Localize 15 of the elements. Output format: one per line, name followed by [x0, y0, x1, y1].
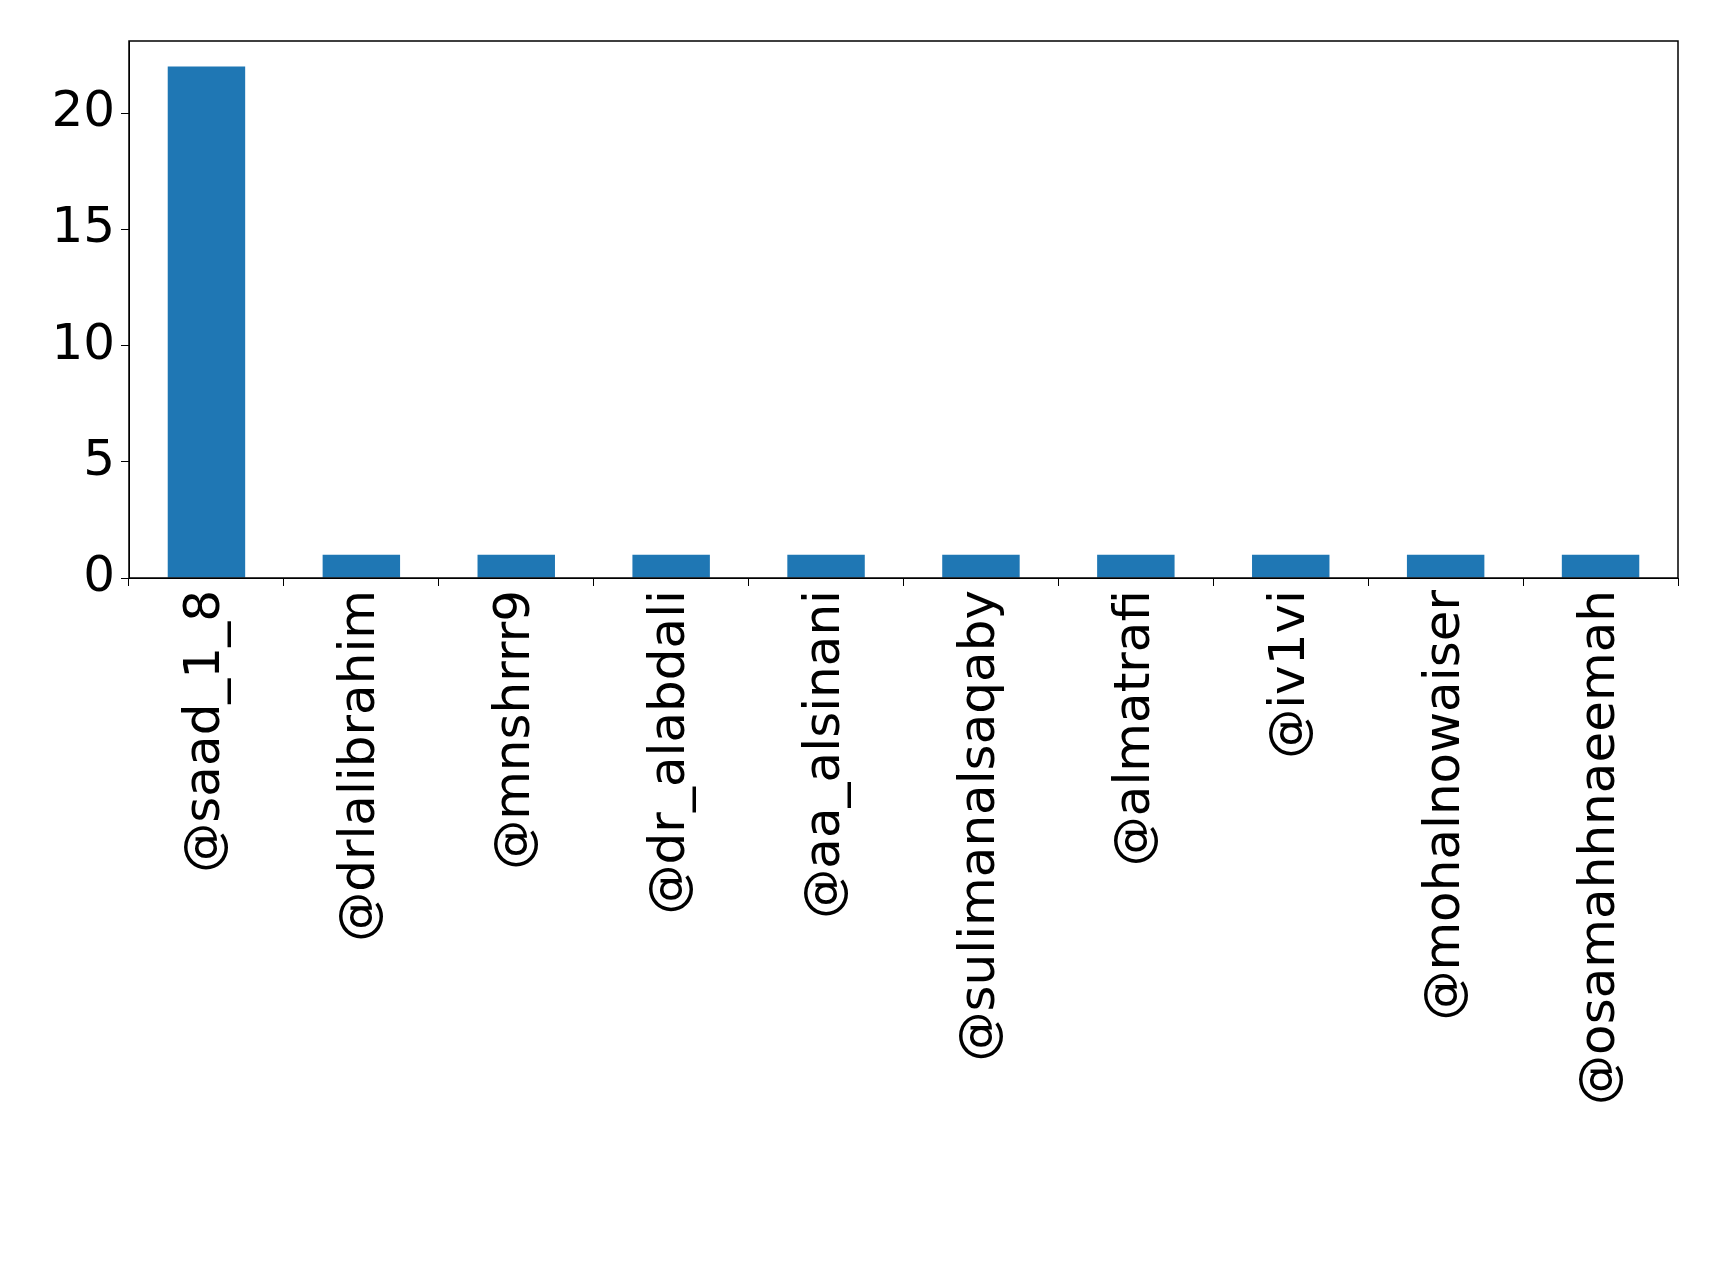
x-tick-label: @aa_alsinani	[793, 590, 852, 919]
x-tick-label: @mohalnowaiser	[1412, 589, 1471, 1021]
y-tick-label: 15	[51, 196, 115, 255]
x-tick-label: @saad_1_8	[173, 590, 232, 873]
x-tick-label: @dr_alabdali	[638, 590, 697, 915]
x-tick-label: @iv1vi	[1257, 590, 1316, 759]
x-tick-label: @sulimanalsaqaby	[947, 590, 1006, 1062]
x-tick-label: @mnshrrr9	[483, 590, 542, 870]
y-tick-label: 10	[51, 312, 115, 371]
y-tick-label: 0	[83, 544, 115, 603]
x-tick-label: @drlalibrahim	[328, 590, 387, 942]
x-tick-label: @osamahhnaeemah	[1567, 590, 1626, 1105]
x-tick-label: @almatrafi	[1102, 590, 1161, 867]
y-tick-label: 5	[83, 428, 115, 487]
y-tick-label: 20	[51, 80, 115, 139]
